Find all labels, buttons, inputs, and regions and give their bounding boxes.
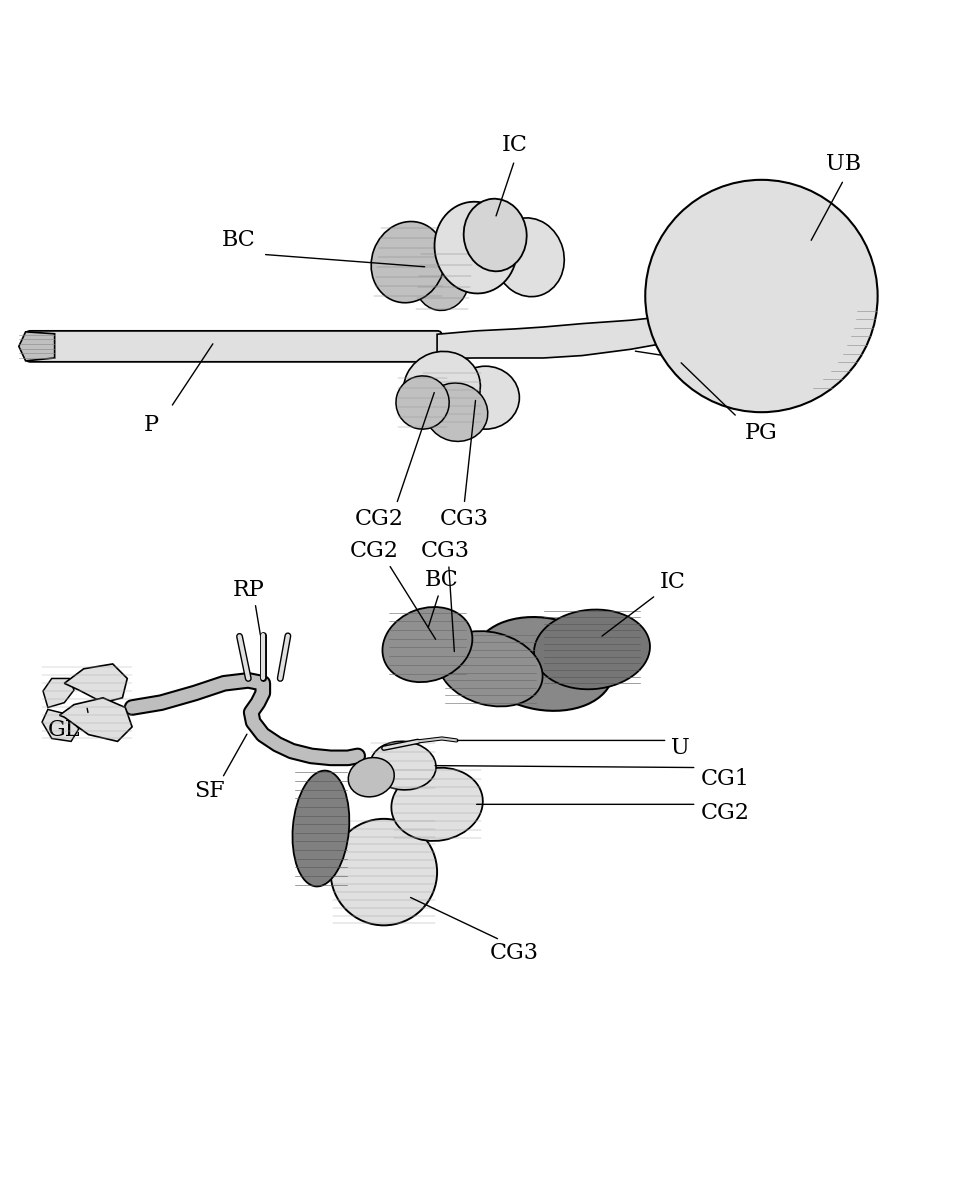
Text: GL: GL [49,719,81,742]
Text: CG3: CG3 [420,540,469,563]
Ellipse shape [383,607,472,683]
Polygon shape [42,709,79,742]
Text: IC: IC [659,571,686,594]
Text: RP: RP [232,579,264,601]
Ellipse shape [371,221,445,303]
Ellipse shape [425,383,487,441]
Ellipse shape [391,768,483,841]
Text: CG2: CG2 [354,508,403,530]
Text: BC: BC [221,228,255,250]
Text: PG: PG [745,422,778,444]
Ellipse shape [452,367,519,429]
Text: CG3: CG3 [490,942,539,964]
Ellipse shape [474,617,613,710]
Ellipse shape [330,819,437,926]
Text: CG2: CG2 [700,803,750,825]
Polygon shape [43,678,74,708]
Polygon shape [18,332,54,361]
Ellipse shape [434,202,518,293]
Circle shape [646,180,878,412]
Text: CG3: CG3 [440,508,488,530]
Text: CG2: CG2 [350,540,398,563]
Text: P: P [144,415,159,436]
Ellipse shape [370,742,436,790]
Text: U: U [671,737,690,758]
Ellipse shape [396,376,450,429]
Ellipse shape [404,351,481,424]
Ellipse shape [438,631,543,707]
Ellipse shape [534,609,650,689]
Polygon shape [437,305,756,358]
Text: BC: BC [425,570,459,591]
Text: CG1: CG1 [700,768,750,790]
Ellipse shape [349,757,394,797]
FancyBboxPatch shape [25,331,442,362]
Ellipse shape [464,198,526,272]
Ellipse shape [416,252,469,310]
Text: IC: IC [502,133,527,155]
Polygon shape [59,698,132,742]
Ellipse shape [292,770,350,886]
Text: UB: UB [826,153,861,175]
Polygon shape [64,664,127,703]
Ellipse shape [494,218,564,297]
Text: SF: SF [194,780,225,802]
